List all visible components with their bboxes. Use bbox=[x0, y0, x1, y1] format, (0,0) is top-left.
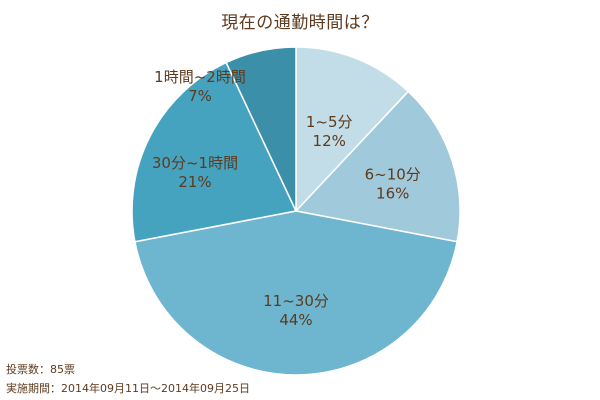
slice-label: 30分~1時間 21% bbox=[152, 154, 238, 191]
slice-label: 6~10分 16% bbox=[365, 166, 421, 203]
pie-slice bbox=[131, 61, 298, 243]
slice-label: 11~30分 44% bbox=[263, 292, 329, 329]
pie-labels: 1~5分 12% 6~10分 16% 11~30分 44% 30分~1時間 21% 1時間~2時… bbox=[152, 68, 421, 329]
pie-slice bbox=[294, 90, 461, 243]
pie-slice bbox=[134, 210, 458, 376]
slice-label: 1~5分 12% bbox=[306, 113, 353, 150]
survey-period: 実施期間：2014年09月11日～2014年09月25日 bbox=[6, 382, 250, 395]
slice-label: 1時間~2時間 7% bbox=[154, 68, 246, 105]
pie-slices bbox=[131, 46, 461, 376]
vote-count: 投票数：85票 bbox=[6, 363, 75, 376]
chart-title: 現在の通勤時間は？ bbox=[221, 13, 379, 33]
pie-slice bbox=[225, 46, 297, 212]
pie-slice bbox=[295, 46, 410, 213]
